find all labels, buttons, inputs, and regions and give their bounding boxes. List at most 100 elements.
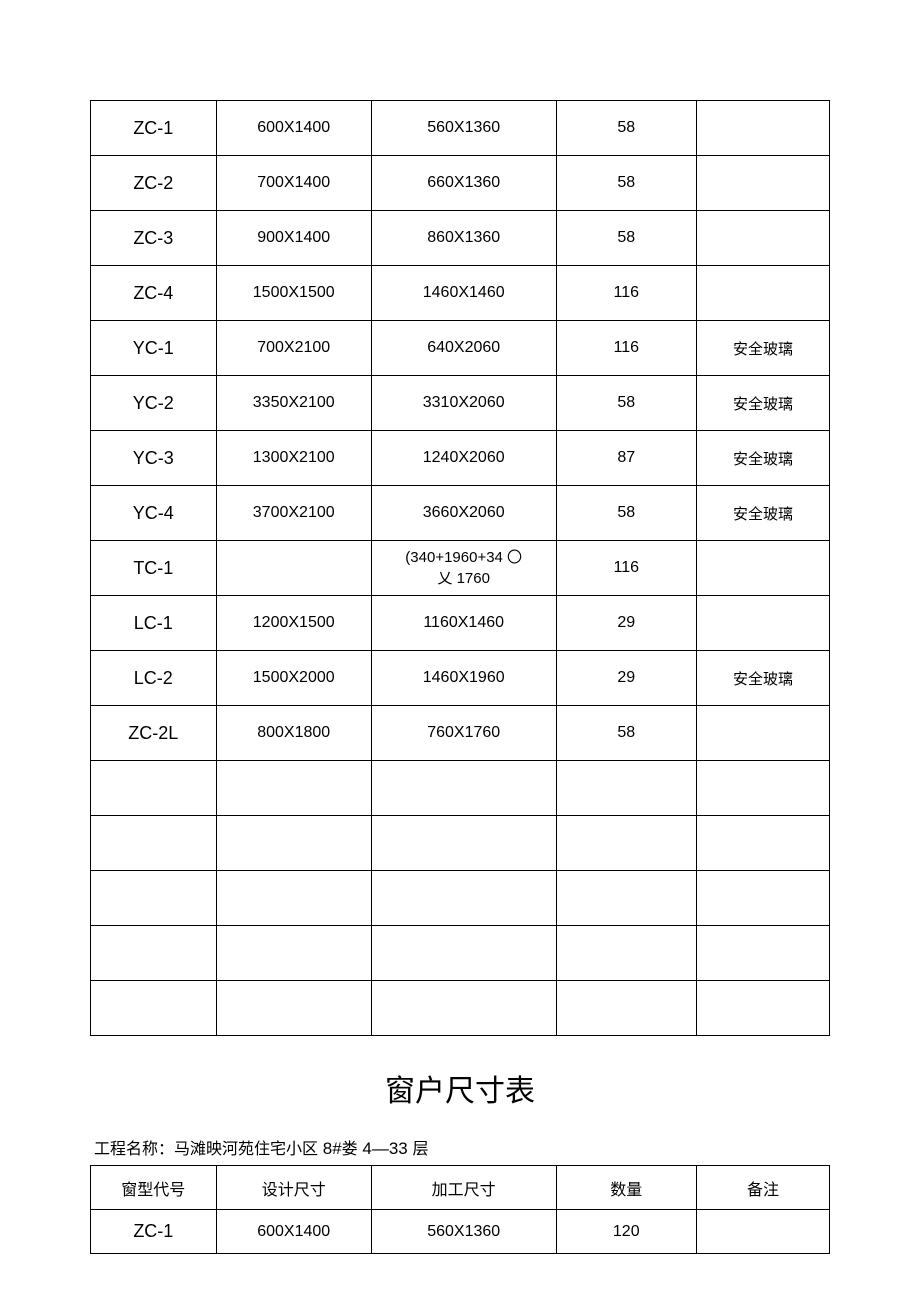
cell-code: LC-1 — [91, 596, 217, 651]
cell-code — [91, 871, 217, 926]
cell-qty: 29 — [556, 596, 696, 651]
cell-note: 安全玻璃 — [696, 486, 829, 541]
cell-code — [91, 981, 217, 1036]
table-row — [91, 871, 830, 926]
cell-process: 560X1360 — [371, 101, 556, 156]
cell-design: 1300X2100 — [216, 431, 371, 486]
cell-qty: 58 — [556, 486, 696, 541]
cell-process: 640X2060 — [371, 321, 556, 376]
table-header-row: 窗型代号 设计尺寸 加工尺寸 数量 备注 — [91, 1166, 830, 1210]
table-row — [91, 761, 830, 816]
cell-design: 700X1400 — [216, 156, 371, 211]
cell-design: 700X2100 — [216, 321, 371, 376]
cell-qty — [556, 981, 696, 1036]
section-title: 窗户尺寸表 — [90, 1066, 830, 1110]
cell-qty: 58 — [556, 156, 696, 211]
table-row: LC-11200X15001160X146029 — [91, 596, 830, 651]
cell-code: ZC-3 — [91, 211, 217, 266]
cell-code: LC-2 — [91, 651, 217, 706]
cell-code: YC-4 — [91, 486, 217, 541]
cell-code — [91, 761, 217, 816]
table-row: ZC-2L800X1800760X176058 — [91, 706, 830, 761]
cell-code: ZC-1 — [91, 1210, 217, 1254]
cell-design: 3350X2100 — [216, 376, 371, 431]
table-row: YC-23350X21003310X206058安全玻璃 — [91, 376, 830, 431]
header-qty: 数量 — [556, 1166, 696, 1210]
table-row: ZC-1600X1400560X1360120 — [91, 1210, 830, 1254]
cell-process: 860X1360 — [371, 211, 556, 266]
table-row: TC-1 (340+1960+34 〇乂 1760116 — [91, 541, 830, 596]
cell-qty — [556, 871, 696, 926]
cell-design — [216, 926, 371, 981]
cell-process: 760X1760 — [371, 706, 556, 761]
cell-note — [696, 596, 829, 651]
cell-process: (340+1960+34 〇乂 1760 — [371, 541, 556, 596]
window-size-table-2: 窗型代号 设计尺寸 加工尺寸 数量 备注 ZC-1600X1400560X136… — [90, 1165, 830, 1254]
cell-qty: 116 — [556, 266, 696, 321]
cell-code: ZC-2 — [91, 156, 217, 211]
cell-process — [371, 926, 556, 981]
cell-note: 安全玻璃 — [696, 651, 829, 706]
cell-note — [696, 156, 829, 211]
cell-process: 3660X2060 — [371, 486, 556, 541]
cell-process: 1460X1460 — [371, 266, 556, 321]
cell-note — [696, 1210, 829, 1254]
cell-qty: 58 — [556, 101, 696, 156]
table-row — [91, 816, 830, 871]
table-row: ZC-1600X1400560X136058 — [91, 101, 830, 156]
cell-design: 600X1400 — [216, 101, 371, 156]
cell-code: TC-1 — [91, 541, 217, 596]
cell-qty: 58 — [556, 706, 696, 761]
cell-note — [696, 211, 829, 266]
table-row — [91, 981, 830, 1036]
cell-note — [696, 266, 829, 321]
table-row: LC-21500X20001460X196029安全玻璃 — [91, 651, 830, 706]
cell-process: 3310X2060 — [371, 376, 556, 431]
header-code: 窗型代号 — [91, 1166, 217, 1210]
cell-code: YC-1 — [91, 321, 217, 376]
cell-design — [216, 981, 371, 1036]
table-row: ZC-3900X1400860X136058 — [91, 211, 830, 266]
cell-note — [696, 816, 829, 871]
cell-design — [216, 761, 371, 816]
cell-qty — [556, 816, 696, 871]
cell-process — [371, 981, 556, 1036]
cell-qty: 87 — [556, 431, 696, 486]
cell-code: ZC-1 — [91, 101, 217, 156]
cell-process — [371, 871, 556, 926]
header-design: 设计尺寸 — [216, 1166, 371, 1210]
cell-note — [696, 101, 829, 156]
cell-note — [696, 871, 829, 926]
cell-note: 安全玻璃 — [696, 376, 829, 431]
cell-qty: 29 — [556, 651, 696, 706]
header-process: 加工尺寸 — [371, 1166, 556, 1210]
cell-design — [216, 871, 371, 926]
cell-qty: 116 — [556, 321, 696, 376]
cell-code: YC-3 — [91, 431, 217, 486]
cell-process: 1160X1460 — [371, 596, 556, 651]
cell-process: 560X1360 — [371, 1210, 556, 1254]
cell-process — [371, 816, 556, 871]
cell-design — [216, 816, 371, 871]
cell-qty: 116 — [556, 541, 696, 596]
cell-code — [91, 816, 217, 871]
cell-process: 1240X2060 — [371, 431, 556, 486]
cell-design: 600X1400 — [216, 1210, 371, 1254]
cell-note — [696, 926, 829, 981]
cell-design: 3700X2100 — [216, 486, 371, 541]
cell-design: 1500X1500 — [216, 266, 371, 321]
cell-note — [696, 981, 829, 1036]
cell-qty: 58 — [556, 211, 696, 266]
cell-qty: 120 — [556, 1210, 696, 1254]
cell-design: 1200X1500 — [216, 596, 371, 651]
cell-code: ZC-4 — [91, 266, 217, 321]
cell-design: 1500X2000 — [216, 651, 371, 706]
cell-code: ZC-2L — [91, 706, 217, 761]
cell-code: YC-2 — [91, 376, 217, 431]
cell-qty — [556, 761, 696, 816]
cell-design: 800X1800 — [216, 706, 371, 761]
table-row — [91, 926, 830, 981]
cell-process — [371, 761, 556, 816]
cell-qty — [556, 926, 696, 981]
table-row: YC-1700X2100640X2060116安全玻璃 — [91, 321, 830, 376]
